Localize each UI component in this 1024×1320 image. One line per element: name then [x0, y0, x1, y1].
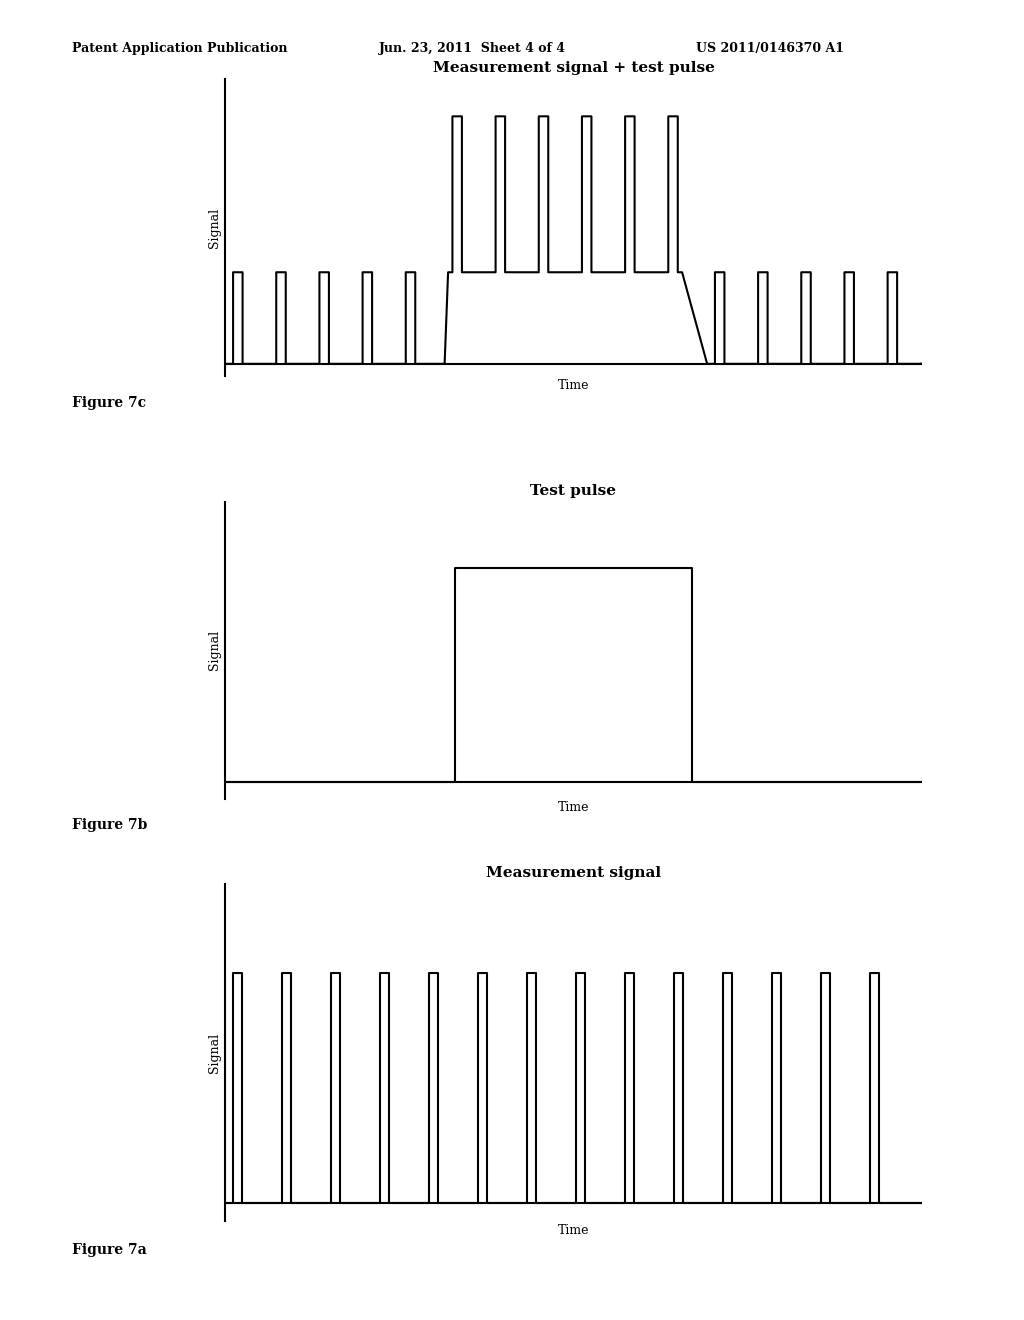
Text: Patent Application Publication: Patent Application Publication: [72, 42, 287, 55]
Title: Test pulse: Test pulse: [530, 483, 616, 498]
X-axis label: Time: Time: [558, 379, 589, 392]
Text: Figure 7c: Figure 7c: [72, 396, 145, 411]
Text: Figure 7b: Figure 7b: [72, 818, 147, 833]
Text: Figure 7a: Figure 7a: [72, 1243, 146, 1258]
X-axis label: Time: Time: [558, 801, 589, 814]
Text: US 2011/0146370 A1: US 2011/0146370 A1: [696, 42, 845, 55]
X-axis label: Time: Time: [558, 1224, 589, 1237]
Y-axis label: Signal: Signal: [208, 207, 221, 248]
Title: Measurement signal: Measurement signal: [485, 866, 662, 880]
Y-axis label: Signal: Signal: [208, 630, 221, 671]
Title: Measurement signal + test pulse: Measurement signal + test pulse: [432, 61, 715, 75]
Y-axis label: Signal: Signal: [208, 1032, 221, 1073]
Text: Jun. 23, 2011  Sheet 4 of 4: Jun. 23, 2011 Sheet 4 of 4: [379, 42, 566, 55]
